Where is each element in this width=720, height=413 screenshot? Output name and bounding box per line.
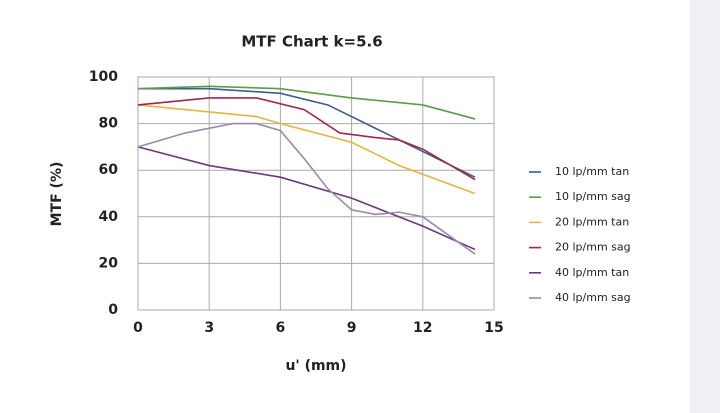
x-tick-label: 12 <box>413 320 432 336</box>
data-line <box>138 87 476 178</box>
x-tick-label: 9 <box>347 320 357 336</box>
side-panel <box>690 0 720 413</box>
x-tick-label: 3 <box>204 320 214 336</box>
legend-label: 10 lp/mm tan <box>555 165 629 178</box>
y-tick-label: 20 <box>99 255 119 271</box>
x-tick-label: 6 <box>276 320 286 336</box>
data-line <box>137 146 476 251</box>
data-line <box>137 104 476 195</box>
y-tick-label: 60 <box>99 162 119 178</box>
y-tick-label: 0 <box>108 302 118 318</box>
y-tick-label: 40 <box>99 209 119 225</box>
x-tick-label: 15 <box>484 320 503 336</box>
legend-label: 10 lp/mm sag <box>555 190 631 203</box>
chart-title: MTF Chart k=5.6 <box>241 33 382 51</box>
y-tick-label: 100 <box>89 69 118 85</box>
plot-area <box>137 76 495 311</box>
data-line <box>137 122 476 255</box>
y-tick-label: 80 <box>99 116 119 132</box>
data-line <box>137 97 476 181</box>
x-axis-label: u' (mm) <box>285 358 346 374</box>
x-tick-label: 0 <box>133 320 143 336</box>
legend-label: 20 lp/mm sag <box>555 241 631 254</box>
data-line <box>137 85 476 120</box>
legend-label: 40 lp/mm sag <box>555 291 631 304</box>
legend-label: 40 lp/mm tan <box>555 266 629 279</box>
y-axis-label: MTF (%) <box>49 162 65 227</box>
legend-label: 20 lp/mm tan <box>555 215 629 228</box>
